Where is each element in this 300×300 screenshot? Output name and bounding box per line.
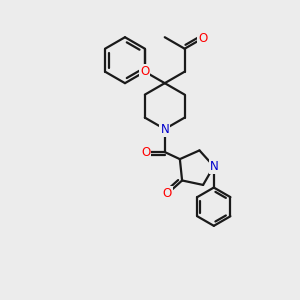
Text: N: N [209, 160, 218, 173]
Text: O: O [141, 146, 150, 159]
Text: O: O [163, 188, 172, 200]
Text: O: O [198, 32, 208, 45]
Text: N: N [160, 123, 169, 136]
Text: O: O [140, 65, 149, 78]
